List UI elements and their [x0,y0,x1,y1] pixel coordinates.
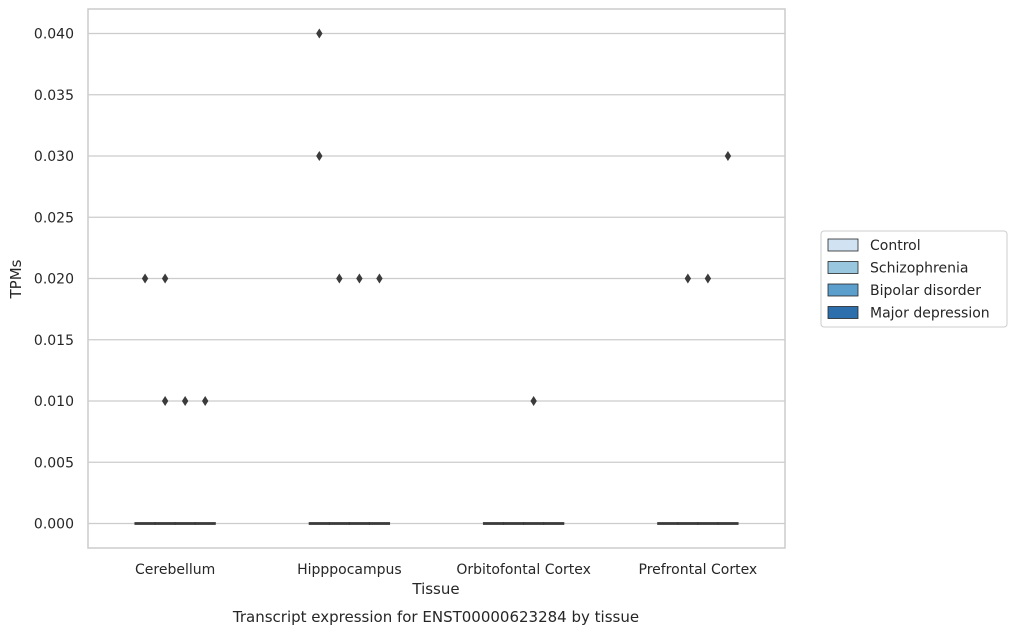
outlier-point [376,273,383,284]
legend-label: Bipolar disorder [870,283,981,299]
outlier-point [181,396,189,406]
outlier-point [141,273,149,284]
outlier-point [684,273,692,284]
x-tick-label: Prefrontal Cortex [639,562,758,578]
outliers [141,28,732,406]
outlier-point [316,151,323,161]
boxes [134,522,739,525]
legend-swatch [827,306,859,319]
y-tick-labels: 0.000 0.005 0.010 0.015 0.020 0.025 0.030 0.035… [34,27,74,533]
x-axis-label: Tissue [411,580,459,598]
x-tick-label: Orbitofontal Cortex [456,562,591,578]
y-tick-label: 0.030 [34,149,74,165]
x-tick-labels: Cerebellum Hipppocampus Orbitofontal Corte… [135,562,757,578]
outlier-point [161,396,169,406]
x-tick-label: Cerebellum [135,562,215,578]
plot-frame [87,8,786,549]
y-axis-label: TPMs [7,259,25,299]
outlier-point [724,151,732,161]
outlier-point [704,273,712,284]
y-tick-label: 0.005 [34,455,74,471]
legend-label: Schizophrenia [870,261,968,277]
y-tick-label: 0.020 [34,272,74,288]
outlier-point [316,28,323,39]
legend-label: Control [870,238,921,254]
legend-label: Major depression [870,306,990,322]
gridlines [88,32,785,525]
outlier-point [356,273,363,284]
x-tick-label: Hipppocampus [297,562,402,578]
outlier-point [201,396,209,406]
y-tick-label: 0.000 [34,517,74,533]
legend-swatch [827,283,859,297]
legend-swatch [827,238,859,252]
legend: Control Schizophrenia Bipolar disorder Majo… [820,230,1008,328]
chart-caption: Transcript expression for ENST0000062328… [232,608,639,626]
y-tick-label: 0.025 [34,210,74,226]
legend-frame [820,230,1008,328]
outlier-point [161,273,169,284]
y-tick-label: 0.015 [34,333,74,349]
legend-swatch [827,261,859,274]
outlier-point [336,273,343,284]
y-tick-label: 0.040 [34,27,74,43]
y-tick-label: 0.010 [34,394,74,410]
y-tick-label: 0.035 [34,88,74,104]
outlier-point [530,396,537,406]
